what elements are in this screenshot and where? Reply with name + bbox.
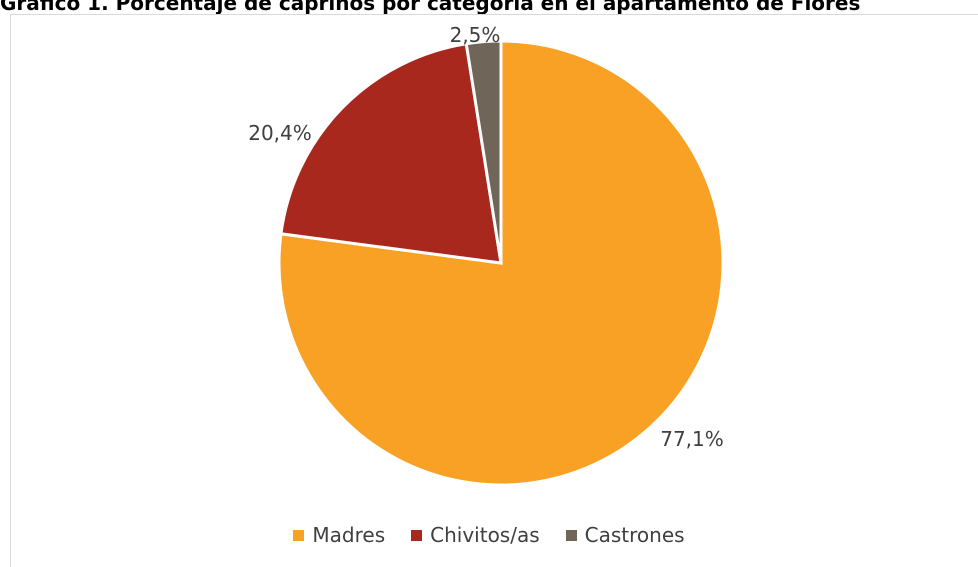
legend-item-chivitos: Chivitos/as — [411, 523, 540, 547]
legend-label-castrones: Castrones — [584, 523, 685, 547]
pie-slice-chivitos — [279, 42, 503, 265]
data-label-castrones: 2,5% — [450, 23, 501, 47]
legend-item-madres: Madres — [293, 523, 385, 547]
chart-legend: Madres Chivitos/as Castrones — [0, 523, 978, 547]
pie-slice-castrones — [464, 39, 503, 264]
data-label-madres: 77,1% — [660, 427, 724, 451]
data-label-chivitos: 20,4% — [248, 121, 312, 145]
legend-swatch-castrones — [565, 529, 577, 541]
legend-label-chivitos: Chivitos/as — [430, 523, 540, 547]
chart-title: Gráfico 1. Porcentaje de caprinos por ca… — [0, 0, 861, 14]
legend-swatch-chivitos — [411, 529, 423, 541]
legend-label-madres: Madres — [312, 523, 386, 547]
legend-item-castrones: Castrones — [565, 523, 685, 547]
legend-swatch-madres — [293, 529, 305, 541]
chart-area — [10, 14, 978, 567]
